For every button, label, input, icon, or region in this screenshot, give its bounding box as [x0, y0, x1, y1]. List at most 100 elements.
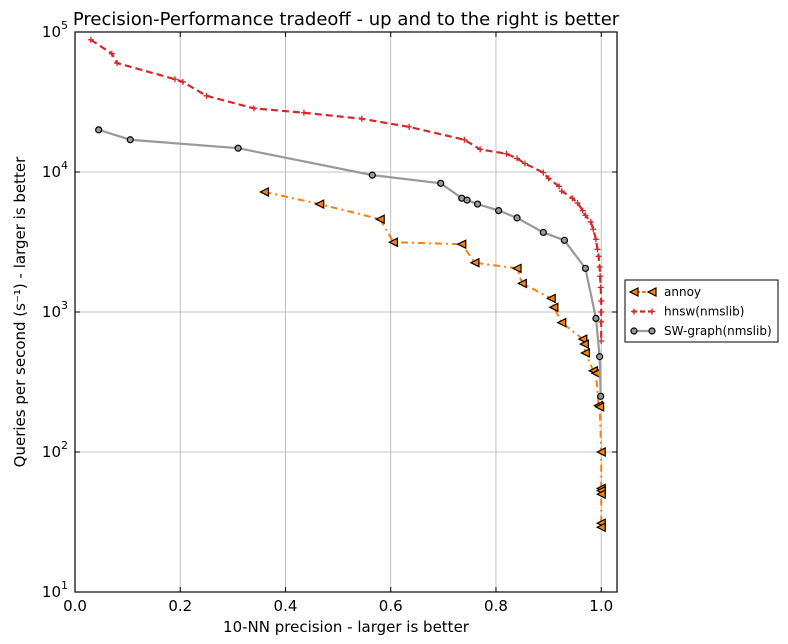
hnsw-point	[250, 105, 257, 112]
annoy-point	[259, 187, 270, 197]
grid	[74, 31, 617, 593]
legend-entry-sw-graph: SW-graph(nmslib)	[630, 324, 772, 338]
y-tick-exponent: 2	[61, 439, 68, 452]
sw-graph-point	[581, 264, 590, 272]
series-line	[264, 190, 603, 528]
hnsw-point	[598, 309, 605, 315]
hnsw-series	[87, 36, 605, 345]
hnsw-point	[587, 218, 594, 225]
hnsw-point	[598, 318, 605, 325]
y-tick-label: 102	[42, 439, 68, 461]
y-axis-label: Queries per second (s⁻¹) - larger is bet…	[11, 156, 29, 467]
annoy-point	[456, 239, 467, 250]
annoy-point	[548, 302, 559, 313]
x-tick-label: 0.8	[484, 597, 508, 615]
sw-graph-point	[513, 214, 521, 222]
annoy-series	[259, 187, 606, 533]
sw-graph-point	[368, 171, 376, 179]
y-tick-exponent: 1	[61, 579, 68, 592]
hnsw-point	[87, 36, 94, 43]
sw-graph-point	[473, 200, 482, 208]
hnsw-point	[558, 188, 565, 195]
series-line	[98, 128, 602, 397]
hnsw-point	[521, 160, 528, 167]
hnsw-point	[358, 115, 365, 122]
annoy-point	[628, 287, 639, 297]
sw-graph-point	[437, 179, 445, 187]
hnsw-point	[597, 273, 604, 280]
x-tick-label: 1.0	[589, 597, 613, 615]
hnsw-point	[300, 109, 307, 116]
sw-graph-point	[234, 144, 242, 152]
sw-graph-point	[592, 314, 600, 323]
annoy-point	[594, 401, 605, 412]
x-axis-label: 10-NN precision - larger is better	[223, 618, 470, 636]
annoy-point	[556, 317, 567, 328]
y-tick-base: 10	[42, 583, 61, 601]
annoy-point	[595, 447, 606, 457]
annoy-point	[595, 522, 606, 533]
legend: annoy hnsw(nmslib) SW-graph(nmslib)	[624, 279, 779, 343]
plot-series	[87, 36, 606, 533]
hnsw-point	[592, 236, 599, 243]
hnsw-point	[461, 136, 468, 143]
hnsw-point	[597, 284, 604, 291]
x-tick-label: 0.4	[274, 597, 298, 615]
y-tick-base: 10	[42, 23, 61, 41]
x-tick-label: 0.0	[63, 597, 87, 615]
y-tick-exponent: 5	[61, 19, 68, 32]
legend-entry-annoy: annoy	[628, 285, 701, 299]
sw-graph-point	[463, 196, 471, 204]
annoy-point	[577, 334, 588, 345]
y-tick-label: 104	[42, 159, 68, 181]
hnsw-point	[579, 207, 586, 214]
hnsw-point	[514, 155, 521, 162]
y-tick-exponent: 4	[61, 159, 68, 172]
annoy-point	[516, 278, 527, 289]
sw-graph-point	[597, 392, 605, 400]
legend-label: annoy	[664, 285, 701, 299]
sw-graph-point	[539, 228, 547, 237]
hnsw-point	[598, 297, 605, 304]
sw-graph-point	[630, 327, 638, 335]
sw-graph-point	[648, 327, 656, 335]
x-tick-label: 0.6	[379, 597, 403, 615]
sw-graph-point	[596, 353, 604, 361]
hnsw-point	[108, 50, 115, 57]
hnsw-point	[556, 183, 563, 190]
annoy-point	[580, 347, 591, 358]
y-tick-label: 101	[42, 579, 68, 601]
y-tick-label: 105	[42, 19, 68, 41]
sw-graph-series	[95, 126, 605, 400]
hnsw-point	[596, 263, 603, 270]
x-tick-label: 0.2	[168, 597, 192, 615]
sw-graph-point	[126, 136, 134, 144]
annoy-point	[545, 293, 556, 304]
sw-graph-point	[495, 207, 503, 215]
hnsw-point	[574, 200, 581, 207]
sw-graph-point	[560, 236, 568, 244]
hnsw-point	[649, 308, 655, 315]
annoy-point	[388, 237, 398, 248]
hnsw-point	[540, 169, 547, 176]
annoy-point	[646, 287, 657, 297]
hnsw-point	[503, 150, 510, 157]
y-tick-base: 10	[42, 163, 61, 181]
hnsw-point	[203, 92, 210, 99]
hnsw-point	[114, 60, 121, 67]
annoy-point	[595, 489, 606, 500]
hnsw-point	[595, 253, 602, 260]
sw-graph-point	[95, 126, 103, 134]
hnsw-point	[171, 76, 178, 83]
hnsw-point	[631, 308, 637, 315]
y-tick-base: 10	[42, 303, 61, 321]
legend-entry-hnsw: hnsw(nmslib)	[631, 305, 744, 319]
annoy-point	[469, 257, 480, 268]
hnsw-point	[545, 175, 552, 182]
hnsw-point	[477, 146, 484, 153]
hnsw-point	[594, 246, 601, 253]
series-line	[90, 38, 603, 342]
legend-label: hnsw(nmslib)	[664, 305, 744, 319]
annoy-point	[314, 199, 325, 210]
